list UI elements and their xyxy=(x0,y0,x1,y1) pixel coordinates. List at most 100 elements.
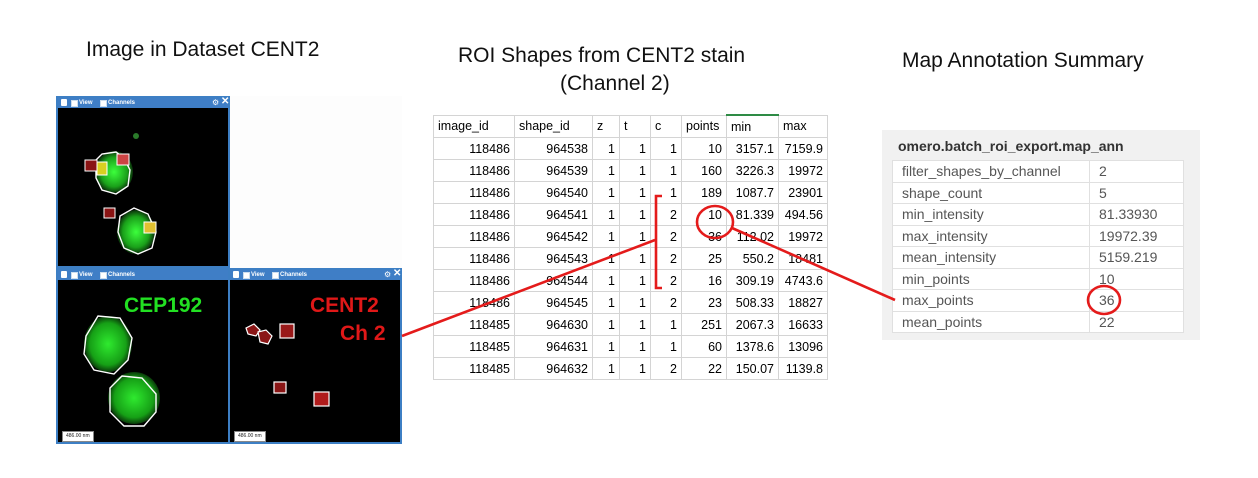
table-cell[interactable]: 1 xyxy=(650,159,682,182)
table-cell[interactable]: 160 xyxy=(681,159,727,182)
viewer-panel-cep192[interactable]: View Channels CEP192 486.00 nm xyxy=(56,268,230,444)
table-cell[interactable]: 18481 xyxy=(778,247,828,270)
table-row[interactable]: 118485 964631 1 1 1 60 1378.6 13096 xyxy=(433,335,828,358)
table-cell[interactable]: 23 xyxy=(681,291,727,314)
table-cell[interactable]: 964631 xyxy=(514,335,593,358)
table-cell[interactable]: 1 xyxy=(619,291,651,314)
table-cell[interactable]: 118486 xyxy=(433,159,515,182)
table-cell[interactable]: 2 xyxy=(650,269,682,292)
table-cell[interactable]: 118485 xyxy=(433,335,515,358)
column-header[interactable]: image_id xyxy=(433,114,515,138)
table-cell[interactable]: 1 xyxy=(619,203,651,226)
table-cell[interactable]: 36 xyxy=(681,225,727,248)
column-header[interactable]: z xyxy=(592,114,620,138)
table-cell[interactable]: 964632 xyxy=(514,357,593,380)
table-cell[interactable]: 964543 xyxy=(514,247,593,270)
table-cell[interactable]: 309.19 xyxy=(726,269,779,292)
table-cell[interactable]: 1 xyxy=(592,335,620,358)
table-cell[interactable]: 10 xyxy=(681,137,727,160)
table-cell[interactable]: 112.02 xyxy=(726,225,779,248)
table-cell[interactable]: 1 xyxy=(619,247,651,270)
table-cell[interactable]: 118486 xyxy=(433,137,515,160)
table-cell[interactable]: 23901 xyxy=(778,181,828,204)
table-cell[interactable]: 118486 xyxy=(433,247,515,270)
table-cell[interactable]: 118486 xyxy=(433,203,515,226)
table-cell[interactable]: 1 xyxy=(619,225,651,248)
table-cell[interactable]: 118485 xyxy=(433,313,515,336)
table-cell[interactable]: 964545 xyxy=(514,291,593,314)
table-cell[interactable]: 7159.9 xyxy=(778,137,828,160)
table-cell[interactable]: 1139.8 xyxy=(778,357,828,380)
column-header[interactable]: t xyxy=(619,114,651,138)
table-cell[interactable]: 150.07 xyxy=(726,357,779,380)
view-checkbox[interactable] xyxy=(71,100,78,107)
close-icon[interactable]: ✕ xyxy=(393,268,402,279)
table-cell[interactable]: 19972 xyxy=(778,225,828,248)
table-cell[interactable]: 1 xyxy=(619,313,651,336)
table-cell[interactable]: 81.339 xyxy=(726,203,779,226)
table-cell[interactable]: 550.2 xyxy=(726,247,779,270)
channels-checkbox[interactable] xyxy=(100,100,107,107)
table-cell[interactable]: 964539 xyxy=(514,159,593,182)
table-cell[interactable]: 1 xyxy=(592,181,620,204)
table-row[interactable]: 118486 964541 1 1 2 10 81.339 494.56 xyxy=(433,203,828,226)
table-cell[interactable]: 1 xyxy=(592,313,620,336)
table-cell[interactable]: 1378.6 xyxy=(726,335,779,358)
table-cell[interactable]: 964538 xyxy=(514,137,593,160)
table-cell[interactable]: 2 xyxy=(650,357,682,380)
lock-icon[interactable] xyxy=(233,271,239,278)
view-checkbox[interactable] xyxy=(71,272,78,279)
table-cell[interactable]: 494.56 xyxy=(778,203,828,226)
channels-checkbox[interactable] xyxy=(272,272,279,279)
table-cell[interactable]: 118485 xyxy=(433,357,515,380)
table-cell[interactable]: 16 xyxy=(681,269,727,292)
table-cell[interactable]: 1 xyxy=(592,269,620,292)
table-cell[interactable]: 1 xyxy=(650,181,682,204)
column-header[interactable]: max xyxy=(778,114,828,138)
table-cell[interactable]: 1 xyxy=(619,269,651,292)
table-cell[interactable]: 18827 xyxy=(778,291,828,314)
table-cell[interactable]: 22 xyxy=(681,357,727,380)
table-row[interactable]: 118486 964539 1 1 1 160 3226.3 19972 xyxy=(433,159,828,182)
table-cell[interactable]: 508.33 xyxy=(726,291,779,314)
table-cell[interactable]: 16633 xyxy=(778,313,828,336)
gear-icon[interactable]: ⚙ xyxy=(212,98,220,107)
table-cell[interactable]: 2 xyxy=(650,291,682,314)
table-cell[interactable]: 1 xyxy=(619,159,651,182)
table-row[interactable]: 118486 964542 1 1 2 36 112.02 19972 xyxy=(433,225,828,248)
table-cell[interactable]: 19972 xyxy=(778,159,828,182)
table-cell[interactable]: 2067.3 xyxy=(726,313,779,336)
table-cell[interactable]: 2 xyxy=(650,203,682,226)
table-cell[interactable]: 118486 xyxy=(433,181,515,204)
table-cell[interactable]: 25 xyxy=(681,247,727,270)
viewer-panel-merged[interactable]: View Channels ⚙ ✕ xyxy=(56,96,230,268)
table-cell[interactable]: 1 xyxy=(619,357,651,380)
column-header[interactable]: shape_id xyxy=(514,114,593,138)
table-cell[interactable]: 1 xyxy=(592,225,620,248)
table-cell[interactable]: 118486 xyxy=(433,225,515,248)
table-cell[interactable]: 2 xyxy=(650,225,682,248)
gear-icon[interactable]: ⚙ xyxy=(384,270,392,279)
table-cell[interactable]: 964542 xyxy=(514,225,593,248)
table-cell[interactable]: 118486 xyxy=(433,269,515,292)
table-row[interactable]: 118486 964545 1 1 2 23 508.33 18827 xyxy=(433,291,828,314)
table-cell[interactable]: 1 xyxy=(619,181,651,204)
table-row[interactable]: 118486 964540 1 1 1 189 1087.7 23901 xyxy=(433,181,828,204)
table-row[interactable]: 118485 964632 1 1 2 22 150.07 1139.8 xyxy=(433,357,828,380)
channels-checkbox[interactable] xyxy=(100,272,107,279)
table-cell[interactable]: 3226.3 xyxy=(726,159,779,182)
table-cell[interactable]: 1 xyxy=(650,313,682,336)
table-cell[interactable]: 964544 xyxy=(514,269,593,292)
table-cell[interactable]: 1 xyxy=(592,203,620,226)
close-icon[interactable]: ✕ xyxy=(221,96,230,107)
view-checkbox[interactable] xyxy=(243,272,250,279)
table-cell[interactable]: 13096 xyxy=(778,335,828,358)
table-cell[interactable]: 251 xyxy=(681,313,727,336)
table-cell[interactable]: 1087.7 xyxy=(726,181,779,204)
lock-icon[interactable] xyxy=(61,99,67,106)
table-cell[interactable]: 60 xyxy=(681,335,727,358)
column-header[interactable]: c xyxy=(650,114,682,138)
table-cell[interactable]: 1 xyxy=(650,335,682,358)
table-cell[interactable]: 1 xyxy=(592,159,620,182)
table-row[interactable]: 118486 964543 1 1 2 25 550.2 18481 xyxy=(433,247,828,270)
